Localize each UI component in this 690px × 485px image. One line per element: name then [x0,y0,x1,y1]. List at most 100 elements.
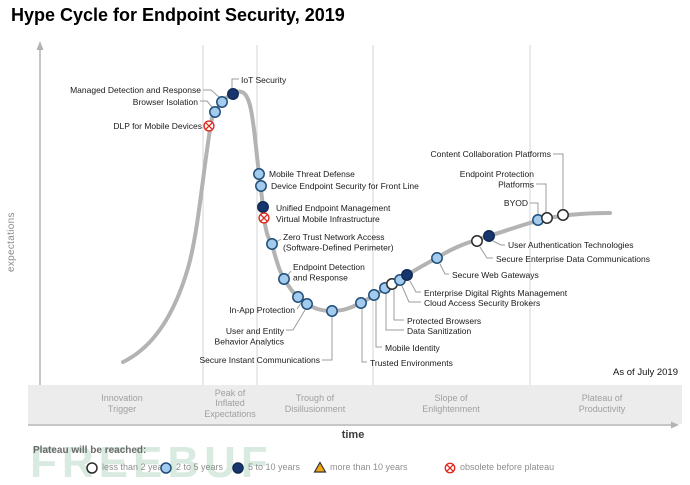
point-label-line: BYOD [504,198,528,208]
phase-label-line: Productivity [578,403,626,414]
point-label-line: Enterprise Digital Rights Management [424,288,568,298]
point-label-line: Managed Detection and Response [70,85,201,95]
label-connector-cloud-access-security-brokers [401,285,421,303]
2to5-dot [431,252,443,264]
point-label-secure-web-gateways: Secure Web Gateways [452,270,539,280]
point-label-line: Cloud Access Security Brokers [424,298,540,308]
point-label-line: Content Collaboration Platforms [431,149,551,159]
phase-label-line: Disillusionment [284,403,346,414]
point-label-browser-isolation: Browser Isolation [133,97,198,107]
2to5-dot [326,305,338,317]
label-connector-mobile-identity [375,301,382,348]
2to5-dot [355,297,367,309]
phase-label-line: Plateau of [581,393,623,403]
point-label-line: Endpoint Protection [460,169,534,179]
phase-peak-of-inflated-expectations: Peak of Inflated Expectations [165,388,295,420]
point-mobile-threat-defense [253,168,265,180]
page-title: Hype Cycle for Endpoint Security, 2019 [11,5,345,25]
point-label-device-endpoint-security-for-front-line: Device Endpoint Security for Front Line [271,181,419,191]
point-label-line: Secure Instant Communications [200,355,320,365]
point-label-line: User and Entity [226,326,285,336]
2to5-dot [301,298,313,310]
label-connector-iot-security [231,78,239,89]
point-virtual-mobile-infrastructure [258,212,270,224]
point-label-unified-endpoint-management: Unified Endpoint Management [276,203,391,213]
point-secure-enterprise-data-communications [471,235,483,247]
label-connector-endpoint-protection-platforms [536,183,547,212]
point-unified-endpoint-management [257,201,269,213]
2to5-dot [368,289,380,301]
point-trusted-environments [355,297,367,309]
x-axis-label: time [341,429,365,441]
point-mobile-identity [368,289,380,301]
point-managed-detection-and-response [216,96,228,108]
point-label-line: Mobile Identity [385,343,441,353]
2to5-dot [278,273,290,285]
point-content-collaboration-platforms [557,209,569,221]
5to10-dot [401,269,413,281]
point-user-authentication-technologies [483,230,495,242]
2to5-dot [209,106,221,118]
less2-dot [471,235,483,247]
point-dlp-for-mobile-devices [203,120,215,132]
label-connector-secure-enterprise-data-communications [479,246,493,259]
y-axis-arrow [36,41,44,50]
5to10-dot [483,230,495,242]
point-label-line: Behavior Analytics [215,337,284,347]
point-label-line: Device Endpoint Security for Front Line [271,181,419,191]
point-label-enterprise-digital-rights-management: Enterprise Digital Rights Management [424,288,568,298]
2to5-dot [255,180,267,192]
point-label-dlp-for-mobile-devices: DLP for Mobile Devices [113,121,202,131]
5to10-dot [227,88,239,100]
point-label-line: (Software-Defined Perimeter) [283,243,394,253]
obsolete-x [260,214,268,222]
point-in-app-protection [292,291,304,303]
point-label-data-sanitization: Data Sanitization [407,326,472,336]
point-label-line: In-App Protection [229,305,295,315]
point-label-line: Mobile Threat Defense [269,169,355,179]
phase-label-line: Enlightenment [422,403,480,414]
point-label-iot-security: IoT Security [241,75,287,85]
point-label-secure-enterprise-data-communications: Secure Enterprise Data Communications [496,254,650,264]
point-label-line: Virtual Mobile Infrastructure [276,214,380,224]
point-label-mobile-identity: Mobile Identity [385,343,441,353]
5to10-dot [257,201,269,213]
phase-band [28,385,682,424]
point-label-line: Endpoint Detection [293,262,365,272]
point-label-byod: BYOD [504,198,528,208]
point-label-trusted-environments: Trusted Environments [370,358,453,368]
point-browser-isolation [209,106,221,118]
2to5-dot [216,96,228,108]
point-zero-trust-network-access-software-defined-perimeter [266,238,278,250]
label-connector-data-sanitization [385,294,404,331]
label-connector-browser-isolation [200,100,213,108]
point-label-endpoint-detection-and-response: Endpoint Detection and Response [293,262,365,283]
watermark: FREEBUF [30,438,273,485]
phase-label-line: Peak of [214,387,246,398]
label-connector-user-and-entity-behavior-analytics [286,309,306,331]
point-label-user-and-entity-behavior-analytics: User and Entity Behavior Analytics [215,326,285,347]
2to5-dot [292,291,304,303]
phase-label-line: Innovation [101,393,143,403]
point-secure-instant-communications [326,305,338,317]
point-label-managed-detection-and-response: Managed Detection and Response [70,85,201,95]
phase-label-line: Trough of [295,393,335,403]
phase-innovation-trigger: Innovation Trigger [57,393,187,414]
point-label-line: Zero Trust Network Access [283,232,385,242]
phase-label-line: Expectations [204,408,256,419]
label-connector-secure-web-gateways [439,263,449,275]
label-connector-in-app-protection [296,302,302,310]
x-axis-arrow [671,421,679,429]
point-label-line: and Response [293,273,348,283]
point-label-line: User Authentication Technologies [508,240,634,250]
as-of-date: As of July 2019 [613,367,678,378]
phase-label-line: Trigger [107,403,137,414]
phase-label-line: Inflated [215,398,245,409]
phase-trough-of-disillusionment: Trough of Disillusionment [250,393,380,414]
point-label-line: Secure Web Gateways [452,270,539,280]
obsolete-x [205,122,213,130]
2to5-dot [266,238,278,250]
point-label-in-app-protection: In-App Protection [229,305,295,315]
point-label-endpoint-protection-platforms: Endpoint Protection Platforms [460,169,534,190]
